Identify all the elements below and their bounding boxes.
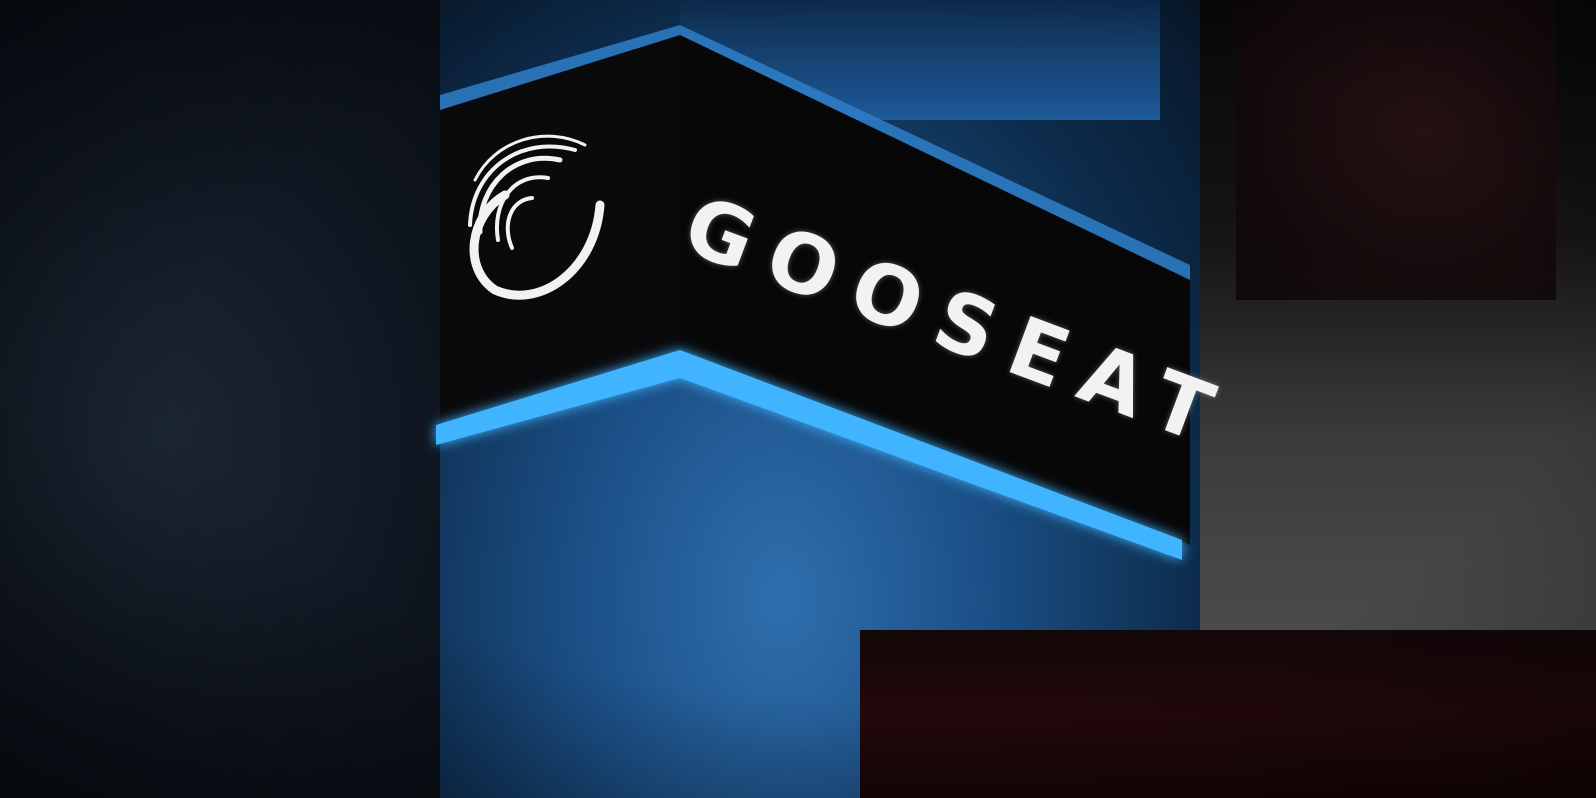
- storefront-scene: GOOSEAT: [0, 0, 1596, 798]
- sign-graphic: [436, 25, 1190, 560]
